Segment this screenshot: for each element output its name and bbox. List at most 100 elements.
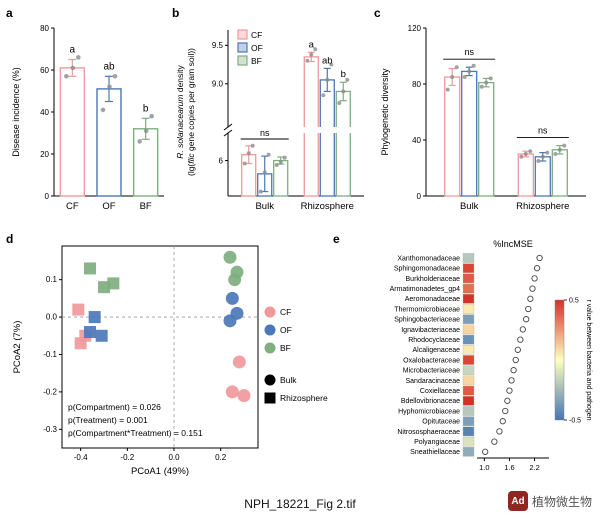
svg-text:Rhizosphere: Rhizosphere — [280, 393, 328, 403]
svg-text:Burkholderiaceae: Burkholderiaceae — [406, 276, 461, 283]
watermark-logo-icon: Ad — [507, 491, 528, 511]
figure-caption: NPH_18221_Fig 2.tif — [244, 497, 356, 511]
svg-text:ab: ab — [322, 55, 333, 66]
svg-text:Coxiellaceae: Coxiellaceae — [420, 388, 460, 395]
svg-text:Alcaligenaceae: Alcaligenaceae — [413, 347, 461, 354]
svg-text:BF: BF — [251, 56, 262, 66]
svg-text:Thermomicrobiaceae: Thermomicrobiaceae — [394, 306, 460, 313]
svg-text:Disease incidence (%): Disease incidence (%) — [11, 67, 21, 157]
svg-text:Sphingomonadaceae: Sphingomonadaceae — [394, 266, 460, 273]
svg-text:CF: CF — [251, 30, 262, 40]
svg-text:Bulk: Bulk — [255, 201, 274, 212]
svg-text:6: 6 — [219, 156, 224, 165]
panel-d-chart: -0.4 -0.2 0.0 0.2 0.1 0.0 -0.1 -0.2 -0.3 p(Compar… — [12, 245, 328, 477]
svg-text:BF: BF — [140, 201, 152, 212]
svg-text:Microbacteriaceae: Microbacteriaceae — [403, 368, 460, 375]
panel-d: d -0.4 -0.2 0.0 0.2 0.1 0.0 -0.1 -0.2 -0.3 p(Comp… — [6, 232, 331, 496]
svg-text:Hyphomicrobiaceae: Hyphomicrobiaceae — [398, 408, 460, 415]
svg-text:20: 20 — [40, 150, 49, 159]
svg-text:-0.3: -0.3 — [43, 425, 57, 434]
svg-text:Ignavibacteriaceae: Ignavibacteriaceae — [401, 327, 460, 334]
svg-text:9.0: 9.0 — [212, 80, 224, 89]
svg-text:PCoA2 (7%): PCoA2 (7%) — [12, 321, 23, 374]
panel-e: e %IncMSE Xanthomonadaceae Sphingomonadace… — [333, 232, 597, 496]
svg-text:Aeromonadaceae: Aeromonadaceae — [405, 296, 460, 303]
panel-a-chart: 0 20 40 60 80 a CF ab OF b BF Disease incidence (%) — [11, 24, 164, 212]
svg-text:Bdellovibrionaceae: Bdellovibrionaceae — [401, 398, 460, 405]
svg-text:-0.2: -0.2 — [43, 387, 57, 396]
svg-text:Bulk: Bulk — [280, 375, 297, 385]
svg-text:0.0: 0.0 — [168, 453, 180, 462]
svg-text:Opitutaceae: Opitutaceae — [422, 419, 460, 426]
watermark-text: 植物微生物 — [531, 494, 592, 509]
svg-text:a: a — [70, 45, 76, 56]
svg-text:BF: BF — [280, 343, 291, 353]
svg-text:Bulk: Bulk — [460, 201, 479, 212]
svg-text:ns: ns — [464, 47, 474, 57]
svg-text:0.1: 0.1 — [46, 275, 58, 284]
svg-text:1.6: 1.6 — [504, 463, 514, 472]
svg-text:Rhizosphere: Rhizosphere — [301, 201, 354, 212]
svg-text:OF: OF — [280, 325, 292, 335]
svg-text:p(Treatment) = 0.001: p(Treatment) = 0.001 — [68, 415, 148, 425]
svg-text:-0.5: -0.5 — [569, 418, 581, 425]
svg-text:0: 0 — [45, 192, 50, 201]
svg-text:80: 80 — [412, 80, 421, 89]
panel-e-label: e — [333, 232, 340, 246]
svg-text:0: 0 — [417, 192, 422, 201]
svg-text:Oxalobacteraceae: Oxalobacteraceae — [403, 357, 460, 364]
svg-text:9.5: 9.5 — [212, 41, 224, 50]
svg-text:PCoA1 (49%): PCoA1 (49%) — [131, 466, 189, 477]
svg-text:120: 120 — [408, 24, 422, 33]
panel-d-label: d — [6, 232, 14, 246]
svg-text:p(Compartment*Treatment) = 0.1: p(Compartment*Treatment) = 0.151 — [68, 428, 203, 438]
panel-b-label: b — [172, 6, 180, 20]
panel-c: c 0 40 80 120 ns Bulk ns Rhizosphere Phylogeneti… — [374, 6, 596, 230]
svg-text:0.2: 0.2 — [215, 453, 227, 462]
svg-text:b: b — [143, 103, 149, 114]
svg-text:Rhodocyclaceae: Rhodocyclaceae — [408, 337, 460, 344]
svg-text:40: 40 — [412, 136, 421, 145]
svg-text:1.0: 1.0 — [479, 463, 489, 472]
svg-text:r value between bacteria and p: r value between bacteria and pathogen — [585, 299, 592, 420]
svg-text:OF: OF — [102, 201, 115, 212]
svg-text:OF: OF — [251, 43, 263, 53]
svg-text:Phylogenetic diversity: Phylogenetic diversity — [380, 68, 390, 156]
svg-text:ns: ns — [538, 126, 548, 136]
svg-text:Polyangiaceae: Polyangiaceae — [414, 439, 460, 446]
svg-text:0.5: 0.5 — [569, 298, 579, 305]
panel-e-chart: %IncMSE Xanthomonadaceae Sphingomonadaceae… — [390, 239, 592, 472]
panel-a: a 0 20 40 60 80 a CF ab OF b BF Disease incidence (… — [6, 6, 171, 230]
panel-c-label: c — [374, 6, 381, 20]
svg-text:40: 40 — [40, 108, 49, 117]
watermark: Ad 植物微生物 — [507, 491, 592, 511]
svg-text:p(Compartment) = 0.026: p(Compartment) = 0.026 — [68, 402, 161, 412]
svg-text:Sneathiellaceae: Sneathiellaceae — [410, 449, 460, 456]
svg-text:ab: ab — [103, 61, 115, 72]
svg-text:Sandaracinaceae: Sandaracinaceae — [406, 378, 461, 385]
svg-text:a: a — [309, 39, 315, 50]
panel-a-label: a — [6, 6, 13, 20]
svg-text:Xanthomonadaceae: Xanthomonadaceae — [397, 255, 460, 262]
svg-text:ns: ns — [260, 128, 270, 138]
svg-text:Rhizosphere: Rhizosphere — [516, 201, 569, 212]
svg-text:CF: CF — [66, 201, 79, 212]
svg-text:0.0: 0.0 — [46, 313, 58, 322]
svg-text:60: 60 — [40, 66, 49, 75]
svg-text:-0.1: -0.1 — [43, 350, 57, 359]
svg-text:CF: CF — [280, 307, 291, 317]
svg-text:-0.2: -0.2 — [120, 453, 134, 462]
svg-text:Sphingobacteriaceae: Sphingobacteriaceae — [394, 317, 460, 324]
panel-c-chart: 0 40 80 120 ns Bulk ns Rhizosphere Phylogenetic … — [380, 24, 586, 212]
svg-text:80: 80 — [40, 24, 49, 33]
svg-text:2.2: 2.2 — [529, 463, 539, 472]
svg-text:Nitrososphaeraceae: Nitrososphaeraceae — [397, 429, 460, 436]
panel-b: b 9.0 9.5 6 Bulk Rhizosphere ns a ab b CF OF BF R. s… — [172, 6, 372, 230]
svg-text:R. solanacearum density: R. solanacearum density — [175, 64, 185, 158]
svg-text:b: b — [341, 69, 346, 80]
svg-text:Armatimonadetes_gp4: Armatimonadetes_gp4 — [390, 286, 461, 293]
svg-text:(lg(flic gene copies per gram: (lg(flic gene copies per gram soil)) — [186, 48, 196, 176]
svg-text:-0.4: -0.4 — [74, 453, 88, 462]
svg-text:%IncMSE: %IncMSE — [493, 239, 533, 249]
